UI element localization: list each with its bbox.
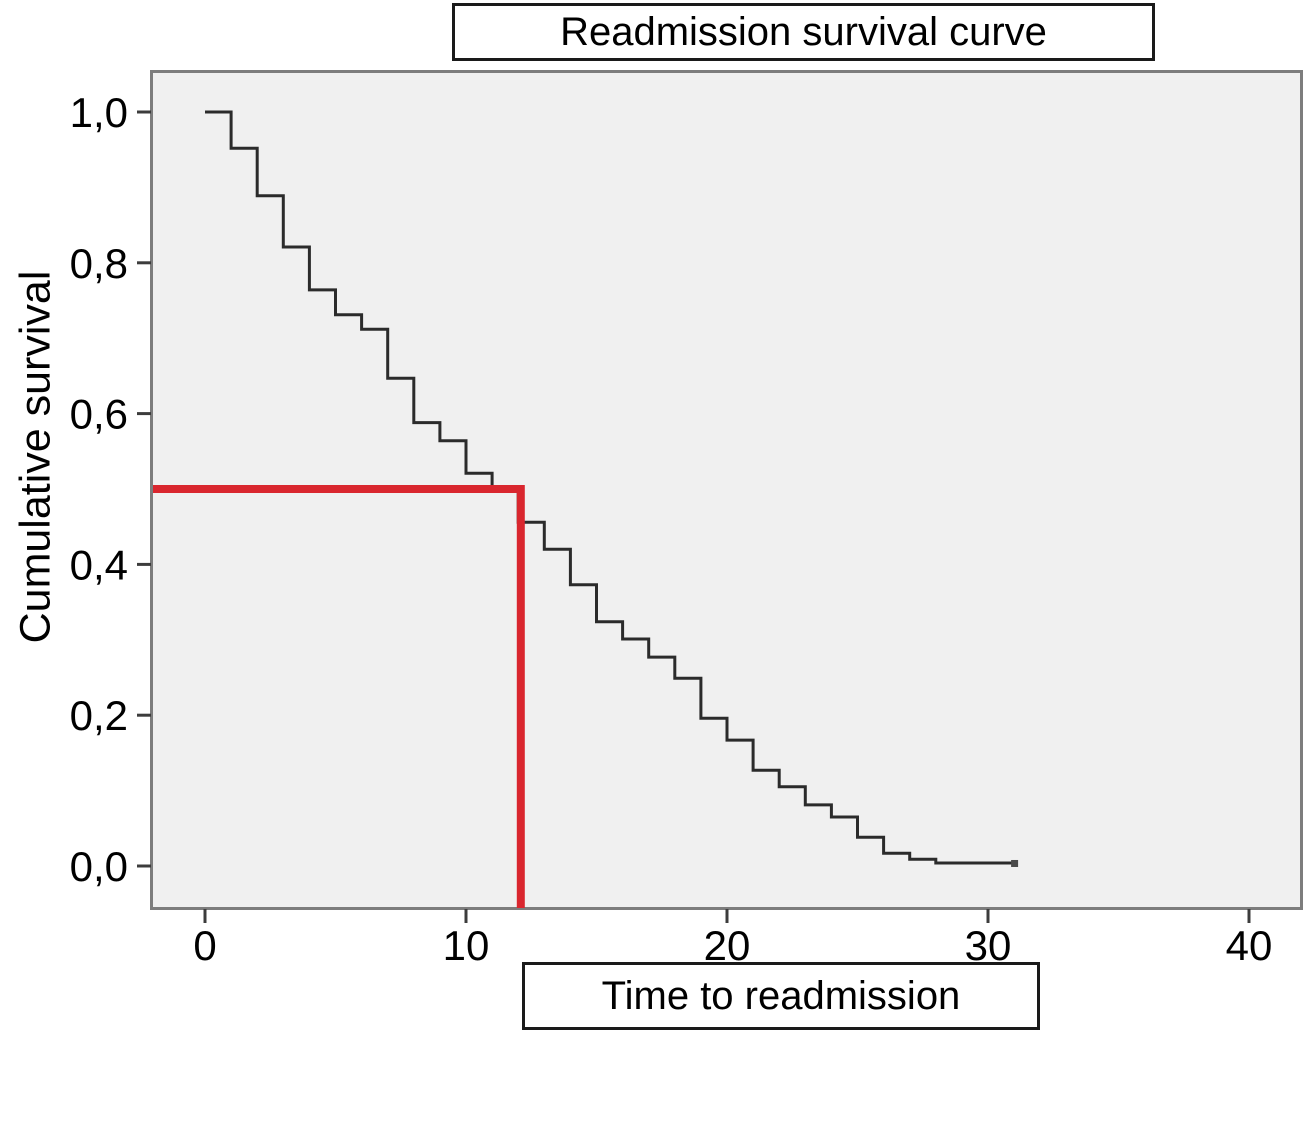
y-tick-label: 0,6	[70, 391, 128, 438]
x-tick-label: 10	[443, 922, 490, 969]
x-tick-label: 30	[965, 922, 1012, 969]
y-tick-label: 0,0	[70, 843, 128, 890]
y-axis-ticks: 1,0 0,8 0,6 0,4 0,2 0,0	[70, 89, 151, 890]
x-tick-label: 40	[1226, 922, 1273, 969]
y-tick-label: 0,2	[70, 692, 128, 739]
y-tick-label: 1,0	[70, 89, 128, 136]
median-reference-line	[153, 485, 525, 908]
x-tick-label: 20	[704, 922, 751, 969]
curve-end-marker	[1011, 859, 1019, 867]
y-axis-label: Cumulative survival	[11, 270, 60, 644]
survival-curve	[205, 110, 1015, 865]
x-tick-label: 0	[193, 922, 216, 969]
chart-title-box: Readmission survival curve	[452, 3, 1155, 61]
x-axis-label: Time to readmission	[601, 973, 961, 1018]
y-tick-label: 0,8	[70, 240, 128, 287]
x-axis-ticks: 0 10 20 30 40	[193, 909, 1272, 969]
x-axis-label-box: Time to readmission	[522, 962, 1040, 1030]
chart-title: Readmission survival curve	[560, 9, 1047, 54]
y-tick-label: 0,4	[70, 541, 128, 588]
